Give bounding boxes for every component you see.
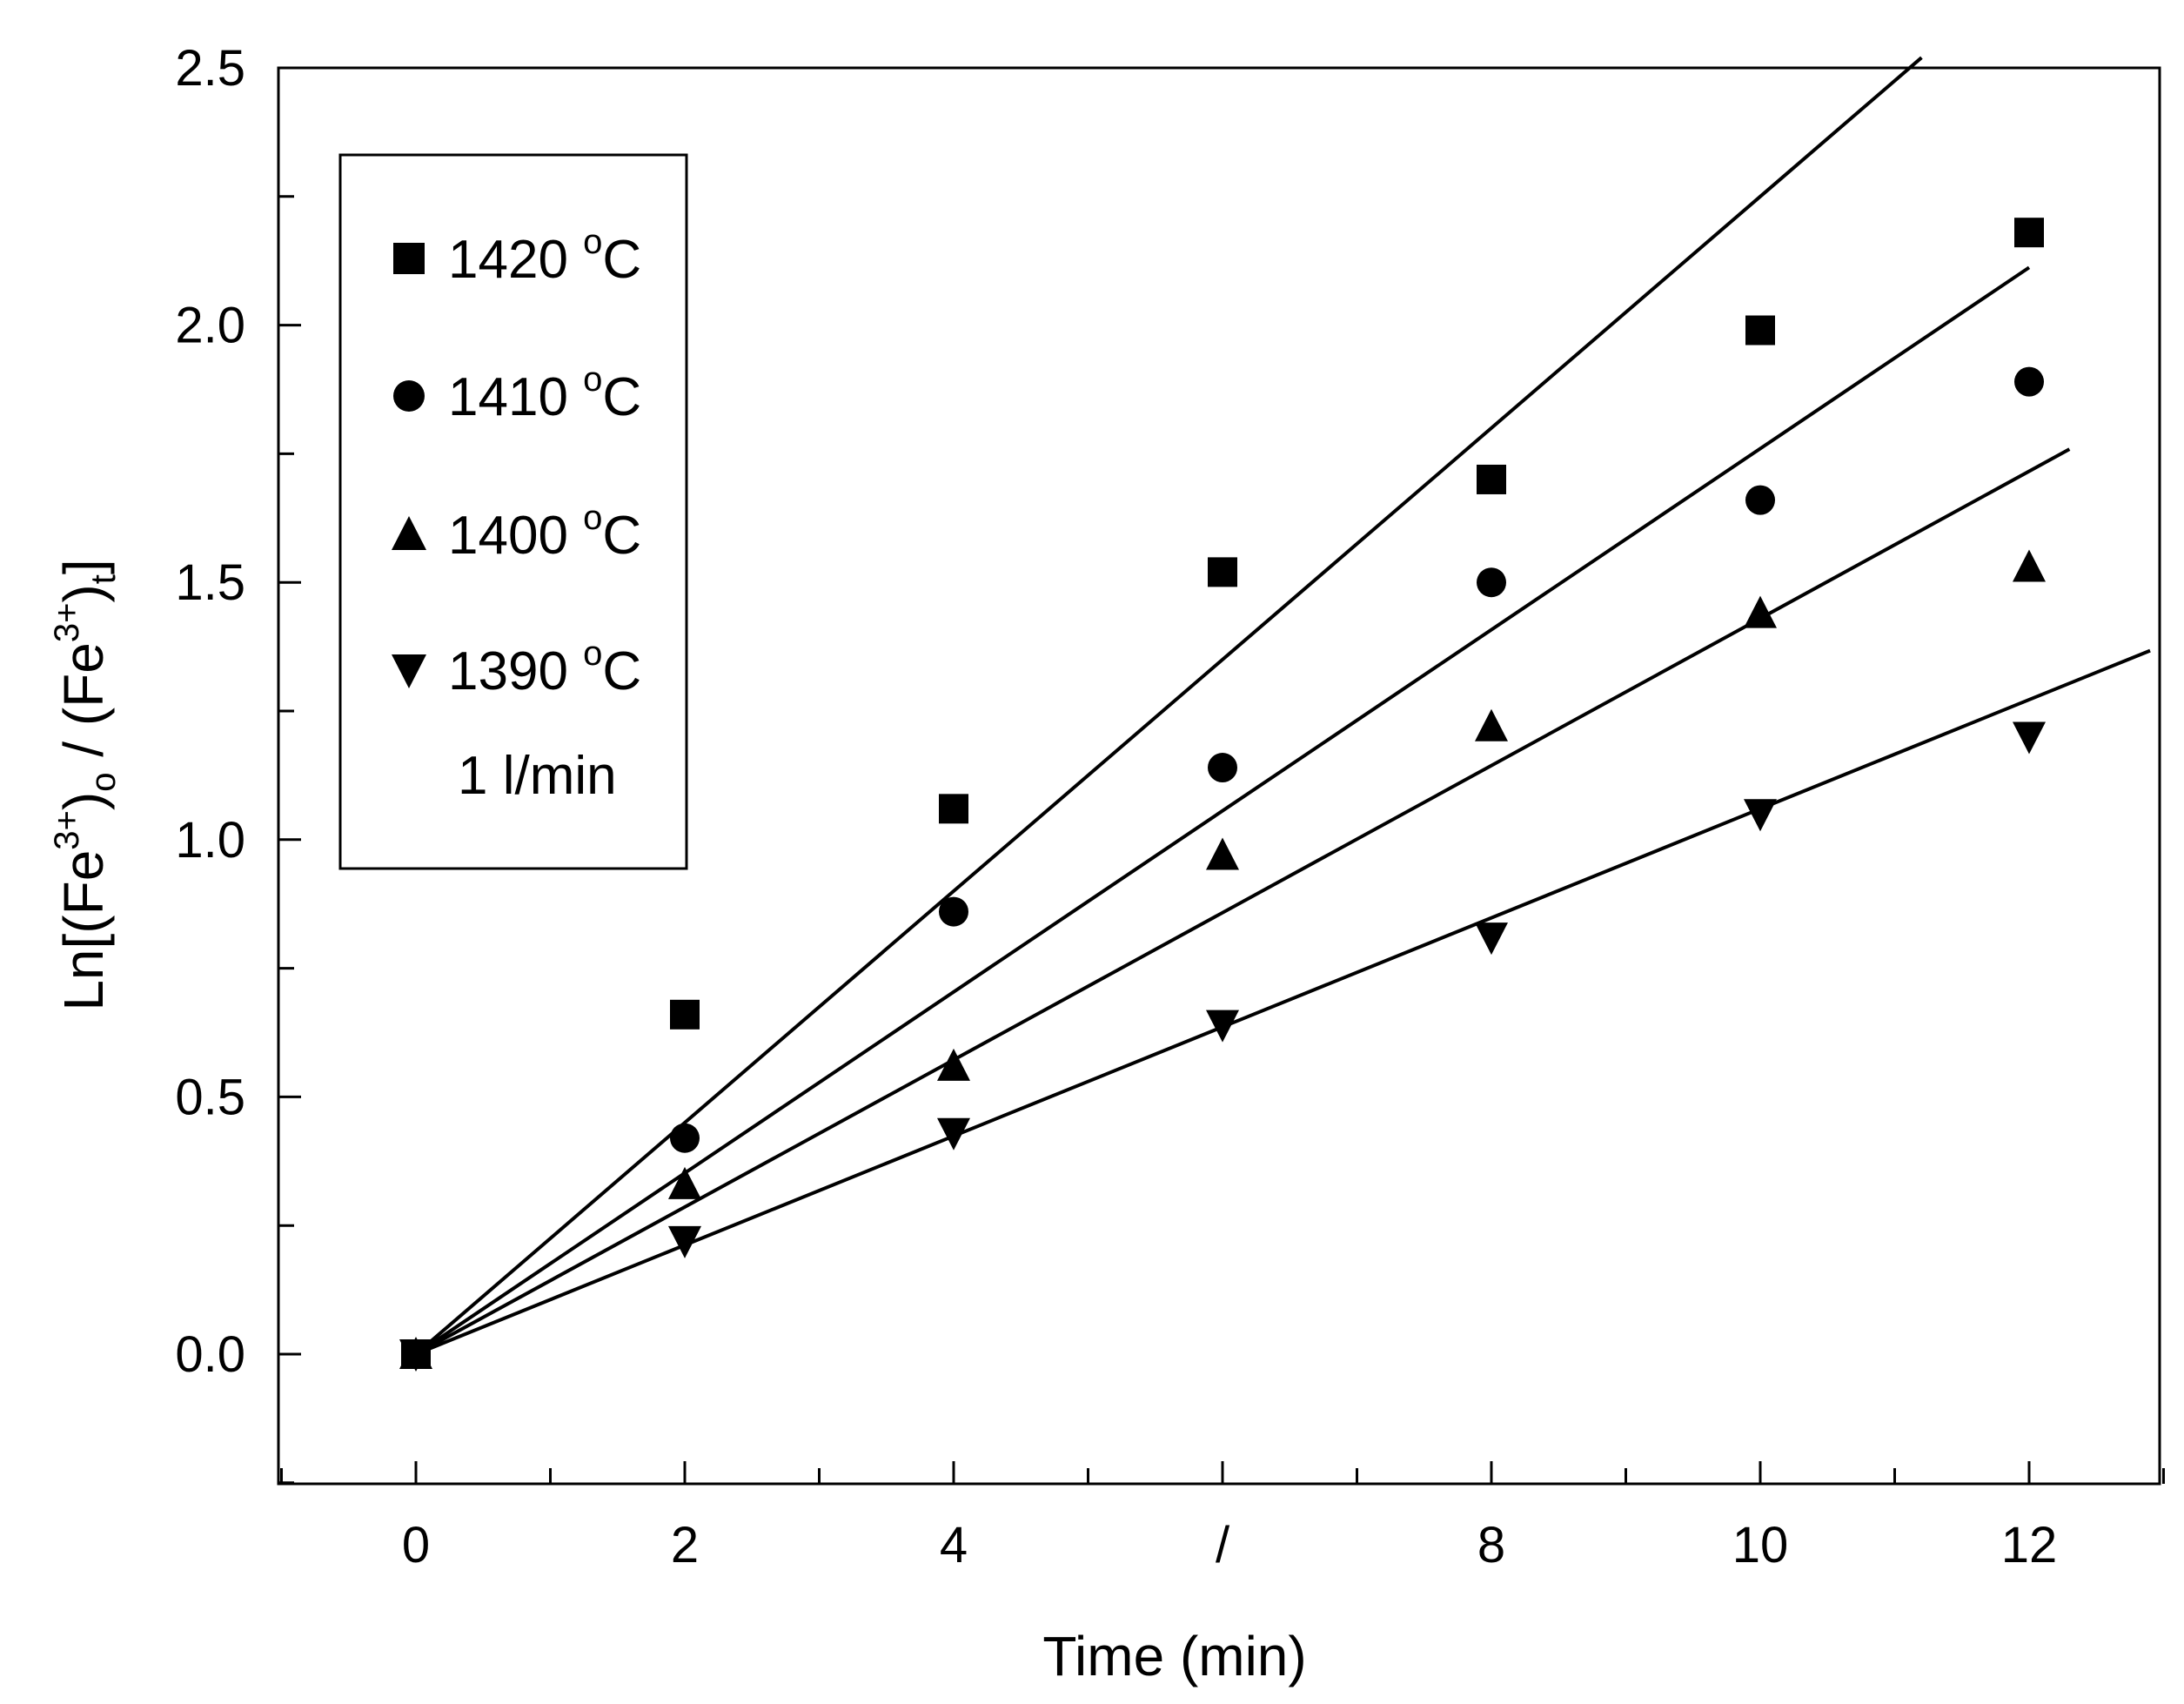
x-tick-label: 4 (940, 1517, 968, 1573)
y-tick-label: 1.0 (175, 812, 245, 869)
data-point-1410 (2014, 366, 2044, 397)
data-point-1390 (399, 1339, 432, 1372)
y-tick-label: 0.0 (175, 1326, 245, 1383)
data-point-1400 (2013, 549, 2046, 582)
y-axis-label: Ln[(Fe3+)o / (Fe3+)t] (48, 559, 123, 1010)
data-point-1390 (1744, 799, 1777, 832)
data-point-1390 (1475, 922, 1508, 956)
data-point-1410 (1477, 567, 1506, 598)
data-point-1390 (668, 1225, 701, 1258)
legend: 1420 oC 1410 oC 1400 oC 1390 oC 1 l/min (338, 153, 688, 870)
data-point-1390 (1206, 1010, 1239, 1043)
data-point-1390 (2013, 721, 2046, 755)
legend-label-1410: 1410 oC (448, 360, 641, 427)
fit-line-1390 (415, 648, 2151, 1356)
legend-label-1420: 1420 oC (448, 223, 641, 290)
y-tick-label: 1.5 (175, 554, 245, 611)
legend-label-1390: 1390 oC (448, 634, 641, 701)
data-point-1390 (937, 1117, 970, 1151)
y-tick-label: 2.0 (175, 298, 245, 354)
data-point-1420 (1745, 315, 1775, 345)
legend-label-1400: 1400 oC (448, 499, 641, 566)
y-tick-label: 0.5 (175, 1069, 245, 1125)
x-tick-label: 12 (2001, 1517, 2058, 1573)
data-point-1420 (939, 794, 968, 824)
data-point-1410 (1745, 485, 1775, 515)
data-point-1410 (1208, 753, 1237, 783)
data-point-1420 (670, 999, 700, 1030)
data-point-1400 (1744, 595, 1777, 628)
x-tick-label: 8 (1477, 1517, 1505, 1573)
x-tick-label: 2 (671, 1517, 699, 1573)
x-tick-label: 0 (402, 1517, 430, 1573)
legend-marker-1390 (392, 654, 426, 688)
data-point-1420 (1477, 464, 1506, 494)
data-point-1420 (2014, 218, 2044, 248)
legend-marker-1400 (392, 516, 426, 550)
data-point-1410 (939, 896, 968, 927)
y-tick-label: 2.5 (175, 40, 245, 97)
data-point-1410 (670, 1123, 700, 1153)
plot-frame (277, 66, 2161, 1486)
legend-flow-rate-note: 1 l/min (458, 746, 617, 806)
x-tick-label: 10 (1732, 1517, 1789, 1573)
x-axis-label: Time (min) (1042, 1625, 1306, 1687)
data-point-1420 (1208, 557, 1237, 587)
x-tick-label: / (1216, 1517, 1230, 1573)
data-point-1400 (937, 1048, 970, 1081)
data-point-1400 (1475, 708, 1508, 741)
data-point-1400 (668, 1166, 701, 1199)
legend-marker-1410 (393, 380, 425, 412)
fit-line-1420 (414, 56, 1923, 1356)
data-point-1400 (1206, 837, 1239, 870)
legend-marker-1420 (393, 243, 425, 274)
fit-line-1400 (415, 447, 2071, 1356)
